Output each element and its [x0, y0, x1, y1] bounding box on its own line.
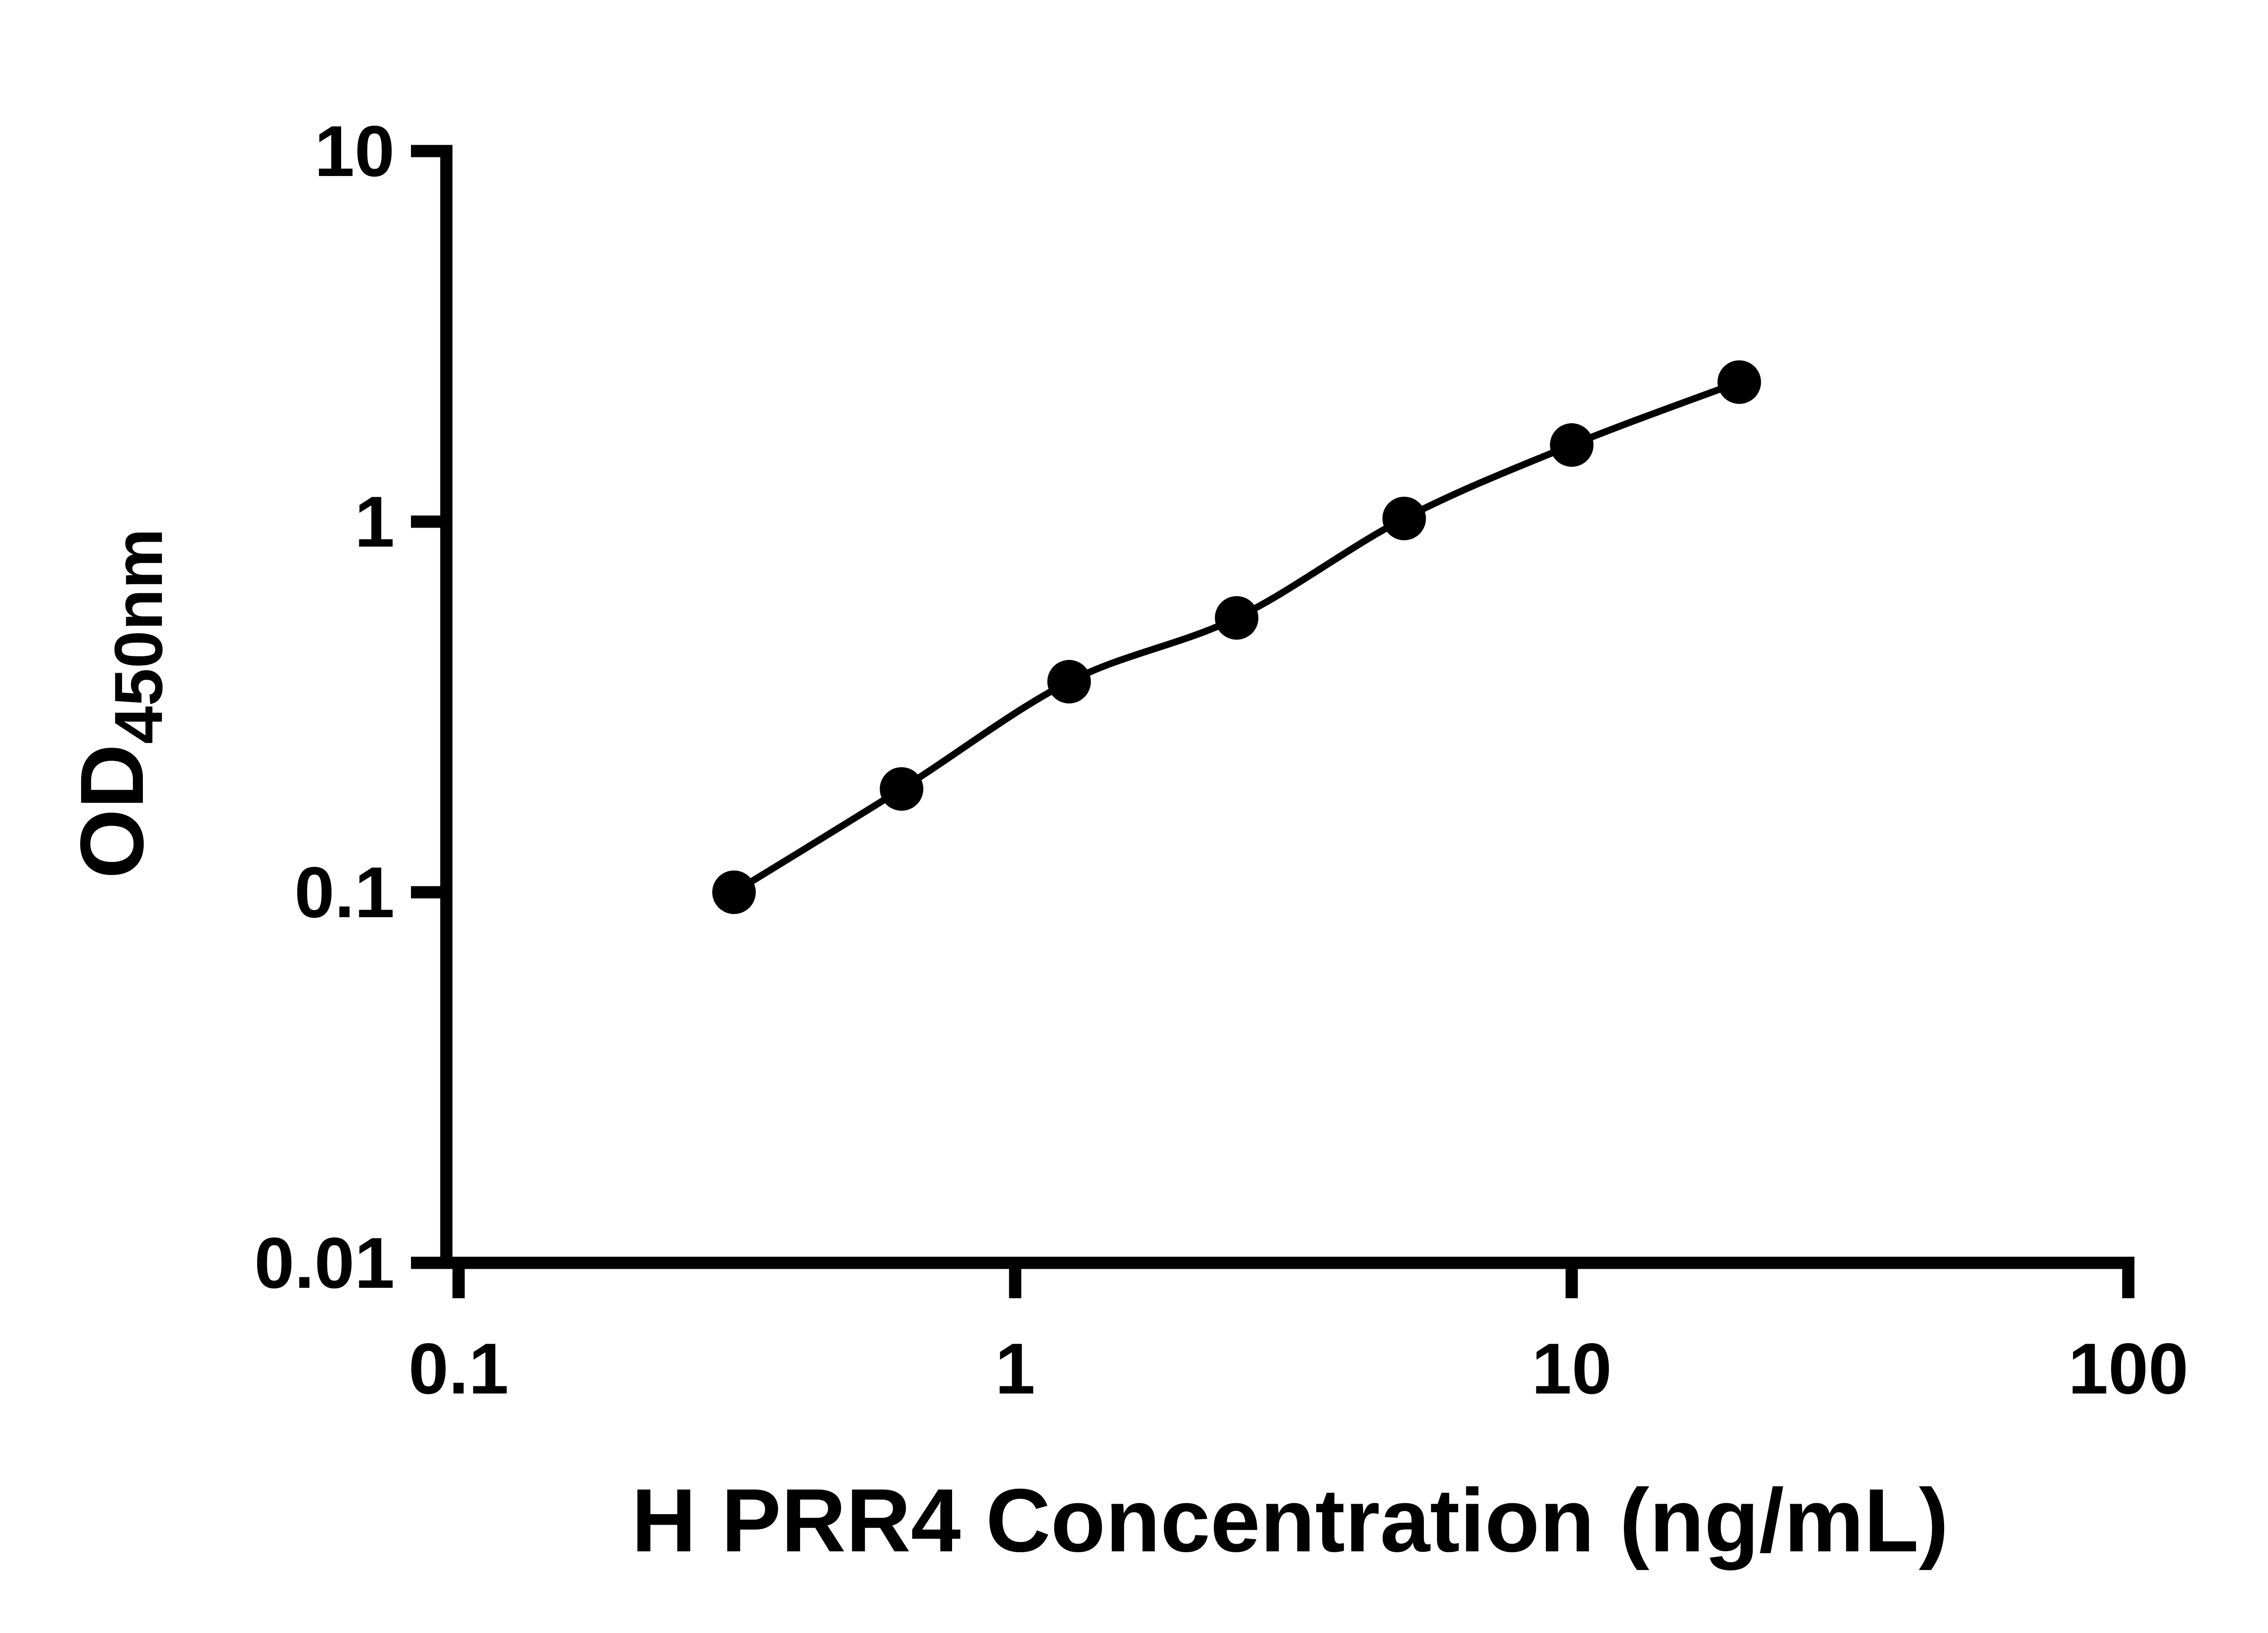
y-axis-tick-label: 0.01 — [254, 1222, 395, 1303]
x-axis-tick-label: 100 — [2068, 1328, 2188, 1409]
x-axis-tick-label: 10 — [1532, 1328, 1612, 1409]
data-point — [1382, 497, 1426, 540]
x-axis-title: H PRR4 Concentration (ng/mL) — [631, 1470, 1949, 1570]
y-axis-title-main: OD — [62, 744, 162, 879]
y-axis-tick-label: 1 — [355, 481, 395, 562]
x-axis-tick-label: 1 — [995, 1328, 1035, 1409]
data-point — [1550, 423, 1593, 467]
y-axis-tick-label: 0.1 — [294, 852, 395, 933]
x-axis-tick-label: 0.1 — [408, 1328, 508, 1409]
data-point — [1215, 596, 1259, 640]
y-axis-tick-label: 10 — [314, 111, 395, 191]
data-point — [1047, 660, 1091, 704]
y-axis-title: OD450nm — [62, 528, 176, 879]
data-point — [1717, 360, 1761, 404]
data-point — [712, 870, 756, 914]
y-axis-title-subscript: 450nm — [100, 528, 176, 744]
data-point — [880, 767, 924, 811]
